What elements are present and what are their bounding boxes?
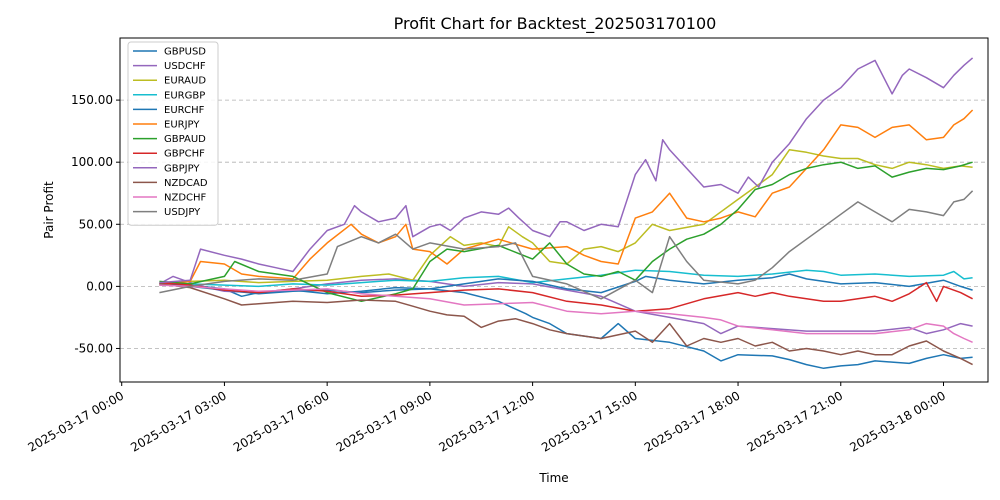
series-line-gbpusd [159, 281, 973, 370]
legend: GBPUSD USDCHF EURAUD EURGBP EURCHF EURJPY GBPA… [127, 41, 219, 226]
legend-label-gbpusd: GBPUSD [164, 47, 206, 58]
legend-label-eurjpy: EURJPY [164, 120, 200, 131]
legend-label-eurgbp: EURGBP [164, 90, 205, 101]
y-tick-label: 150.00 [71, 93, 113, 107]
legend-label-gbpaud: GBPAUD [164, 134, 206, 145]
series-line-eurjpy [159, 109, 974, 286]
y-tick-label: -50.00 [74, 341, 113, 355]
series-lines [159, 57, 974, 370]
legend-label-nzdchf: NZDCHF [164, 193, 207, 204]
legend-label-gbpchf: GBPCHF [164, 149, 205, 160]
series-line-nzdcad [159, 283, 973, 366]
legend-label-gbpjpy: GBPJPY [164, 163, 200, 174]
series-line-nzdchf [159, 284, 973, 343]
y-axis-label: Pair Profit [42, 181, 56, 239]
y-tick-label: 100.00 [71, 155, 113, 169]
y-tick-label: 0.00 [86, 279, 113, 293]
series-line-euraud [159, 149, 973, 285]
legend-label-eurchf: EURCHF [164, 105, 205, 116]
series-line-usdjpy [159, 190, 974, 300]
plot-frame [119, 37, 989, 383]
y-axis-ticks: -50.00 0.00 50.00 100.00 150.00 [71, 93, 120, 355]
x-axis-label: Time [538, 471, 568, 485]
y-tick-label: 50.00 [79, 217, 113, 231]
legend-label-nzdcad: NZDCAD [164, 178, 208, 189]
legend-label-euraud: EURAUD [164, 76, 206, 87]
legend-label-usdjpy: USDJPY [164, 207, 201, 218]
legend-label-usdchf: USDCHF [164, 61, 206, 72]
series-line-gbpchf [159, 281, 973, 312]
legend-box [127, 41, 219, 226]
chart-title: Profit Chart for Backtest_202503170100 [394, 14, 717, 34]
series-line-gbpjpy [159, 57, 974, 284]
